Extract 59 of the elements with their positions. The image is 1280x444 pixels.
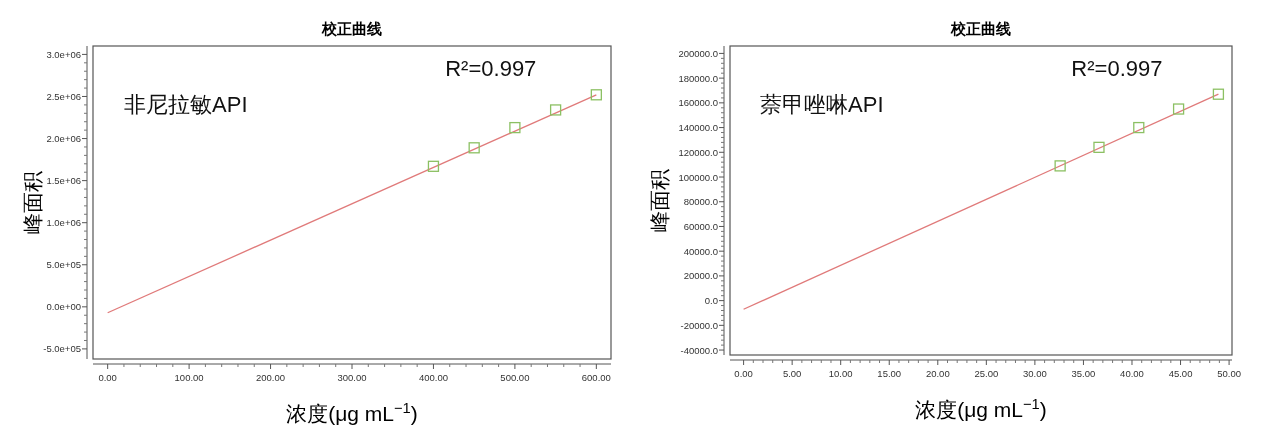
x-tick-label: 0.00: [98, 372, 117, 383]
x-tick-label: 300.00: [337, 372, 367, 383]
chart-title: 校正曲线: [321, 20, 382, 37]
point: [549, 104, 562, 116]
y-tick-label: 0.0: [704, 295, 718, 307]
annotation: 萘甲唑啉API: [760, 92, 884, 117]
point: [468, 142, 480, 154]
point: [1212, 88, 1225, 100]
x-tick-label: 50.00: [1217, 368, 1241, 379]
x-tick-label: 45.00: [1168, 368, 1193, 379]
y-tick-label: 0.0e+00: [46, 301, 81, 313]
x-tick-label: 10.00: [828, 368, 853, 379]
point: [1133, 121, 1145, 134]
x-axis-title: 浓度(μg mL$^{−1}$): [915, 396, 1047, 421]
annotation: R²=0.997: [445, 56, 537, 81]
y-axis-title: 峰面积: [648, 169, 671, 232]
y-tick-label: -5.0e+05: [43, 343, 81, 355]
y-tick-label: -20000.0: [680, 319, 718, 331]
point: [1054, 160, 1066, 172]
chart-title: 校正曲线: [950, 20, 1011, 37]
point: [509, 121, 521, 134]
y-tick-label: 180000.0: [678, 72, 718, 84]
x-tick-label: 30.00: [1023, 368, 1047, 379]
y-tick-label: 100000.0: [678, 171, 718, 183]
y-tick-label: 40000.0: [683, 245, 718, 257]
y-tick-label: 2.5e+06: [46, 90, 81, 102]
point: [1093, 141, 1105, 153]
y-tick-label: 60000.0: [683, 220, 718, 232]
y-tick-label: 80000.0: [683, 196, 718, 208]
y-tick-label: -40000.0: [680, 344, 718, 356]
x-tick-label: 25.00: [974, 368, 999, 379]
y-axis-title: 峰面积: [21, 171, 44, 234]
x-tick-label: 500.00: [500, 372, 530, 383]
x-tick-label: 5.00: [782, 368, 802, 379]
point: [590, 89, 602, 101]
y-tick-label: 200000.0: [678, 47, 718, 59]
x-tick-label: 20.00: [925, 368, 950, 379]
x-tick-label: 100.00: [174, 372, 204, 383]
x-tick-label: 200.00: [256, 372, 286, 383]
y-tick-label: 20000.0: [683, 270, 718, 282]
x-tick-label: 40.00: [1120, 368, 1144, 379]
y-tick-label: 3.0e+06: [46, 48, 81, 60]
y-tick-label: 160000.0: [678, 97, 718, 109]
y-tick-label: 1.0e+06: [46, 217, 81, 229]
x-tick-label: 600.00: [581, 372, 611, 383]
y-tick-label: 5.0e+05: [46, 259, 81, 271]
point: [1172, 103, 1185, 115]
x-tick-label: 400.00: [418, 372, 448, 383]
y-tick-label: 2.0e+06: [46, 133, 81, 145]
point: [427, 160, 440, 172]
x-tick-label: 15.00: [877, 368, 902, 379]
y-tick-label: 120000.0: [678, 146, 718, 158]
annotation: 非尼拉敏API: [124, 92, 248, 117]
y-tick-label: 140000.0: [678, 122, 718, 134]
x-tick-label: 35.00: [1071, 368, 1096, 379]
annotation: R²=0.997: [1071, 56, 1163, 81]
x-axis-title: 浓度(μg mL$^{−1}$): [286, 400, 418, 425]
y-tick-label: 1.5e+06: [46, 175, 81, 187]
x-tick-label: 0.00: [734, 368, 753, 379]
